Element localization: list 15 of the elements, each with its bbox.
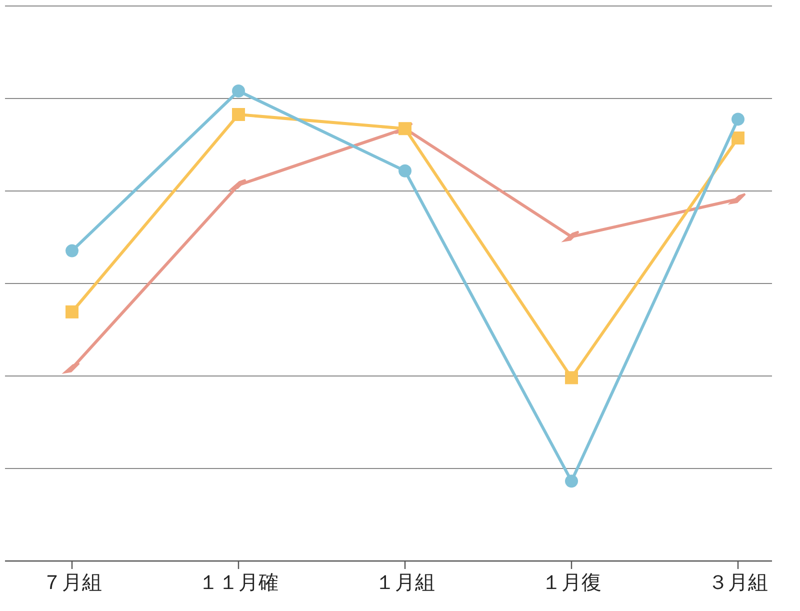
point (565, 474, 578, 488)
point (232, 108, 245, 121)
point (732, 132, 744, 144)
point (398, 164, 412, 178)
point (565, 371, 578, 384)
x-tick-label: ３月組 (708, 570, 768, 594)
point (732, 112, 744, 126)
x-tick-label: １１月確 (198, 570, 278, 594)
point (66, 244, 78, 258)
x-tick-label: １月組 (375, 570, 435, 594)
point (232, 84, 245, 98)
point (398, 122, 412, 136)
x-tick-label: ７月組 (42, 570, 102, 594)
point (66, 305, 78, 318)
x-tick-label: １月復 (542, 570, 602, 594)
